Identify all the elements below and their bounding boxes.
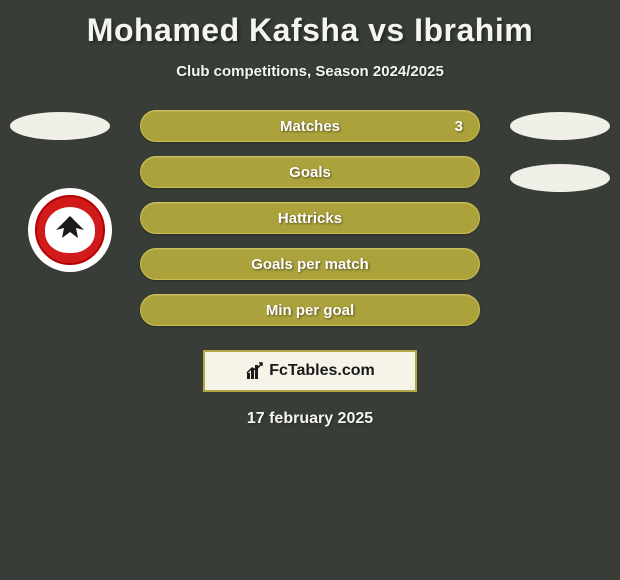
stat-label: Goals bbox=[289, 164, 331, 181]
stat-row-matches: Matches 3 bbox=[140, 110, 480, 142]
page-title: Mohamed Kafsha vs Ibrahim bbox=[0, 0, 620, 49]
stat-label: Matches bbox=[280, 118, 340, 135]
player-right-placeholder-2 bbox=[510, 164, 610, 192]
stat-label: Hattricks bbox=[278, 210, 342, 227]
al-ahly-crest bbox=[35, 195, 105, 265]
subtitle: Club competitions, Season 2024/2025 bbox=[0, 63, 620, 80]
branding-box[interactable]: FcTables.com bbox=[203, 350, 417, 392]
stat-label: Min per goal bbox=[266, 302, 354, 319]
branding-text: FcTables.com bbox=[269, 362, 375, 380]
stat-right-value: 3 bbox=[455, 118, 463, 135]
club-badge-left bbox=[28, 188, 112, 272]
stat-row-goals: Goals bbox=[140, 156, 480, 188]
stat-row-min-per-goal: Min per goal bbox=[140, 294, 480, 326]
fctables-logo-icon bbox=[245, 361, 265, 381]
date-label: 17 february 2025 bbox=[0, 410, 620, 428]
player-right-placeholder-1 bbox=[510, 112, 610, 140]
stat-row-goals-per-match: Goals per match bbox=[140, 248, 480, 280]
player-left-placeholder bbox=[10, 112, 110, 140]
eagle-icon bbox=[50, 212, 90, 242]
stat-label: Goals per match bbox=[251, 256, 369, 273]
stat-row-hattricks: Hattricks bbox=[140, 202, 480, 234]
stat-rows: Matches 3 Goals Hattricks Goals per matc… bbox=[140, 110, 480, 326]
comparison-panel: Matches 3 Goals Hattricks Goals per matc… bbox=[0, 110, 620, 428]
